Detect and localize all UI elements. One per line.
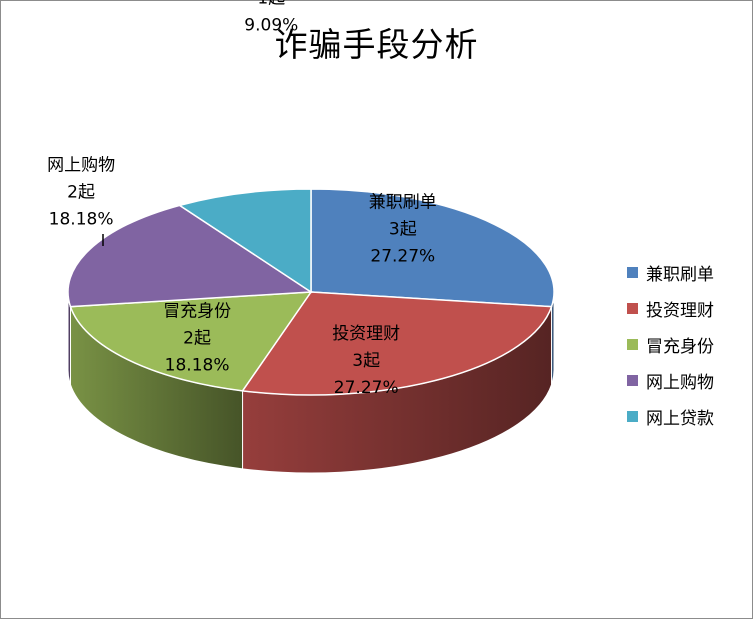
legend-swatch: [627, 266, 638, 278]
legend-label: 网上购物: [646, 372, 714, 393]
data-label-percent: 27.27%: [334, 378, 399, 398]
data-label-count: 3起: [352, 351, 380, 371]
legend-label: 网上贷款: [646, 408, 714, 429]
pie-slice: [67, 204, 314, 308]
legend-swatch: [627, 410, 638, 422]
data-label-count: 2起: [183, 329, 211, 349]
data-label-category: 网上购物: [47, 155, 115, 175]
legend-label: 投资理财: [646, 300, 714, 321]
legend-swatch: [627, 338, 638, 350]
chart-title: 诈骗手段分析: [274, 25, 479, 64]
data-label-count: 1起: [257, 0, 285, 9]
data-label-percent: 18.18%: [165, 356, 230, 376]
data-label-percent: 18.18%: [49, 209, 114, 229]
data-label-percent: 9.09%: [244, 16, 298, 36]
legend-swatch: [627, 302, 638, 314]
legend-item: 冒充身份: [627, 326, 747, 362]
legend-item: 网上购物: [627, 362, 747, 398]
data-label-category: 兼职刷单: [369, 193, 437, 213]
data-label-category: 投资理财: [332, 324, 400, 344]
pie-slice: [241, 291, 553, 396]
legend-item: 兼职刷单: [627, 254, 747, 290]
pie-top: [67, 188, 555, 396]
data-labels: 兼职刷单 3起 27.27% 投资理财 3起 27.27% 冒充身份 2起 18.18% 网上购物…: [47, 0, 437, 398]
legend: 兼职刷单 投资理财 冒充身份 网上购物 网上贷款: [627, 254, 747, 434]
legend-swatch: [627, 374, 638, 386]
data-label-category: 冒充身份: [163, 302, 231, 322]
data-label-count: 2起: [67, 182, 95, 202]
data-label-percent: 27.27%: [370, 247, 435, 267]
legend-label: 冒充身份: [646, 336, 714, 357]
legend-item: 投资理财: [627, 290, 747, 326]
pie-slice: [177, 188, 312, 294]
legend-item: 网上贷款: [627, 398, 747, 434]
legend-label: 兼职刷单: [646, 264, 714, 285]
data-label-count: 3起: [389, 220, 417, 240]
pie-slice: [69, 291, 313, 392]
pie-slice: [310, 188, 555, 308]
